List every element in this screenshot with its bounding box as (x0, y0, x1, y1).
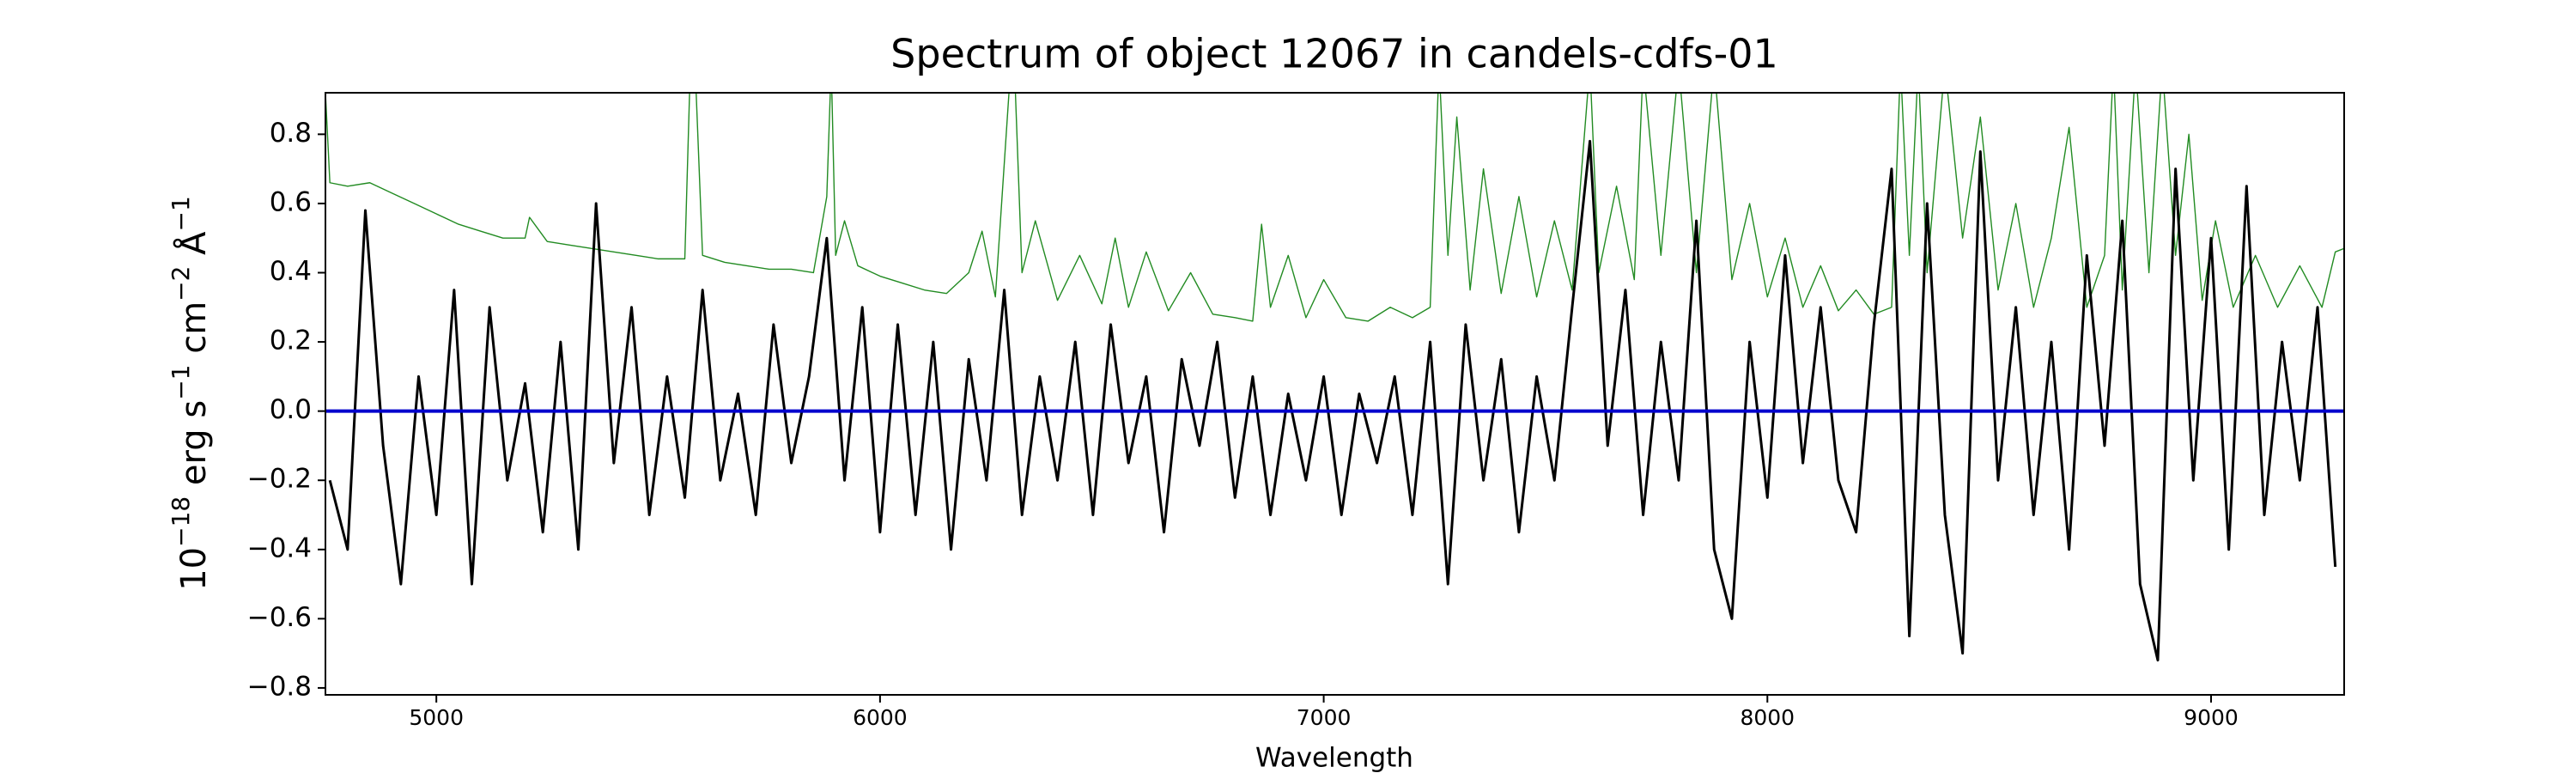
flux-line (328, 139, 2337, 662)
y-tick-label: 0.2 (270, 326, 312, 356)
y-tick-label: 0.4 (270, 256, 312, 287)
y-tick-label: 0.8 (270, 118, 312, 149)
plot-area (325, 93, 2344, 662)
y-tick-label: −0.8 (247, 671, 312, 702)
y-tick-label: −0.4 (247, 533, 312, 563)
y-label-sup: −1 (167, 365, 195, 400)
y-label-part: 10 (174, 547, 214, 591)
y-tick-label: −0.2 (247, 464, 312, 495)
y-axis-label: 10−18 erg s−1 cm−2 Å−1 (167, 196, 214, 591)
sky-line (325, 93, 2344, 322)
y-tick-label: 0.0 (270, 394, 312, 425)
y-label-sup: −2 (167, 266, 195, 301)
chart-title: Spectrum of object 12067 in candels-cdfs… (890, 31, 1778, 77)
x-tick-label: 6000 (853, 705, 908, 730)
y-label-part: cm (174, 301, 214, 365)
y-label-part: Å (173, 231, 214, 266)
y-tick-label: −0.6 (247, 602, 312, 633)
x-tick-label: 9000 (2184, 705, 2239, 730)
x-axis-label: Wavelength (1255, 743, 1413, 773)
plot-frame (325, 92, 2345, 696)
y-tick-label: 0.6 (270, 186, 312, 217)
x-tick-label: 5000 (409, 705, 464, 730)
x-tick-label: 7000 (1297, 705, 1352, 730)
y-label-sup: −18 (167, 496, 195, 547)
y-label-sup: −1 (167, 196, 195, 231)
x-tick-label: 8000 (1740, 705, 1795, 730)
y-label-part: erg s (174, 400, 214, 496)
